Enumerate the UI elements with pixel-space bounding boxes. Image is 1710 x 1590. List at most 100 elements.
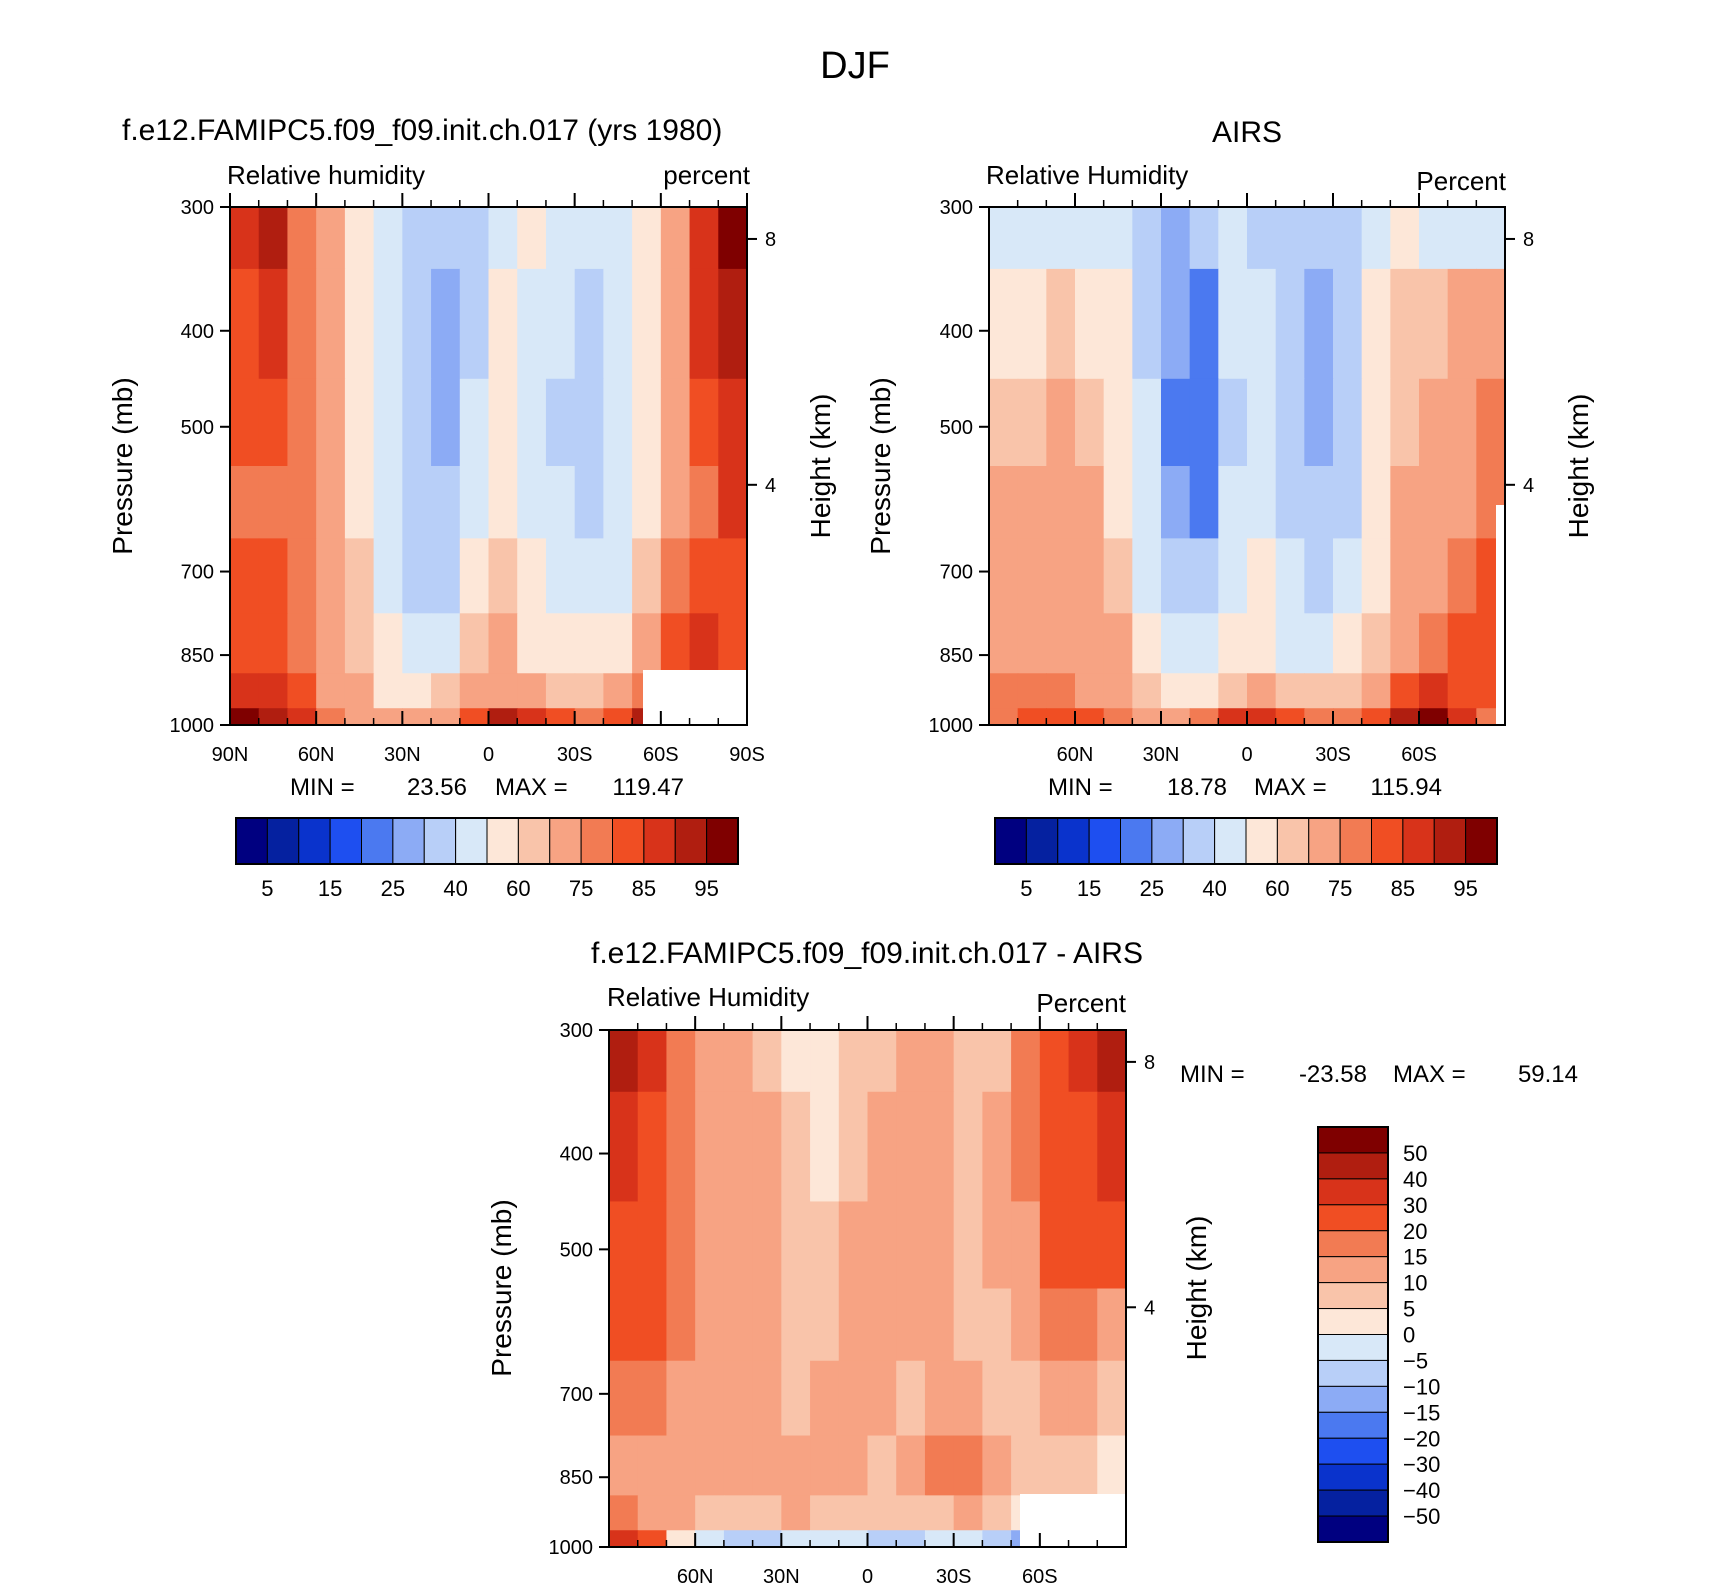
heatmap-cell: [488, 673, 518, 709]
heatmap-cell: [344, 466, 375, 539]
heatmap-cell: [752, 1435, 782, 1496]
heatmap-cell: [1247, 378, 1277, 467]
heatmap-cell: [1247, 538, 1277, 614]
heatmap-cell: [431, 613, 461, 674]
heatmap-cell: [1103, 673, 1133, 709]
heatmap-cell: [287, 613, 317, 674]
heatmap-cell: [574, 538, 604, 614]
panel-model-x-axis: 90N 60N 30N 0 30S 60S 90S: [212, 193, 765, 766]
panel-diff-heatmap: [609, 1030, 1127, 1548]
heatmap-cell: [810, 1288, 840, 1362]
heatmap-cell: [1075, 538, 1105, 614]
x-tick-label: 90N: [212, 744, 249, 766]
heatmap-cell: [1132, 466, 1162, 539]
colorbar-swatch: [674, 817, 708, 865]
heatmap-cell: [632, 613, 662, 674]
heatmap-cell: [637, 1091, 668, 1203]
heatmap-cell: [1189, 378, 1219, 467]
colorbar-swatch: [266, 817, 300, 865]
heatmap-cell: [1046, 466, 1076, 539]
x-tick-label: 0: [483, 744, 494, 766]
heatmap-cell: [1304, 378, 1334, 467]
x-tick-label: 0: [862, 1566, 873, 1588]
heatmap-cell: [517, 378, 547, 467]
x-tick-label: 30S: [557, 744, 593, 766]
heatmap-cell: [953, 1530, 983, 1548]
heatmap-cell: [1333, 673, 1363, 709]
heatmap-cell: [1361, 538, 1391, 614]
heatmap-cell: [402, 538, 432, 614]
heatmap-cell: [989, 268, 1019, 380]
heatmap-cell: [402, 466, 432, 539]
heatmap-cell: [982, 1530, 1012, 1548]
y-tick-label: 850: [940, 645, 973, 667]
heatmap-cell: [838, 1435, 869, 1496]
heatmap-cell: [689, 378, 719, 467]
panel-diff: f.e12.FAMIPC5.f09_f09.init.ch.017 - AIRS…: [486, 937, 1578, 1588]
colorbar-swatch: [1317, 1256, 1389, 1284]
heatmap-cell: [810, 1495, 840, 1531]
heatmap-cell: [1447, 673, 1477, 709]
heatmap-cell: [1046, 268, 1076, 380]
heatmap-cell: [1447, 268, 1477, 380]
colorbar-swatch: [1433, 817, 1467, 865]
heatmap-cell: [1011, 1091, 1041, 1203]
heatmap-cell: [695, 1030, 725, 1093]
colorbar-swatch: [643, 817, 676, 865]
heatmap-cell: [609, 1288, 639, 1362]
heatmap-cell: [1304, 673, 1334, 709]
heatmap-cell: [1068, 1030, 1098, 1093]
heatmap-cell: [1011, 1288, 1041, 1362]
heatmap-cell: [1132, 708, 1162, 726]
heatmap-cell: [718, 613, 748, 674]
heatmap-cell: [1189, 466, 1219, 539]
heatmap-cell: [666, 1495, 696, 1531]
colorbar-frame: [994, 817, 1498, 865]
colorbar-swatch: [361, 817, 394, 865]
heatmap-cell: [632, 268, 662, 380]
heatmap-cell: [1390, 613, 1420, 674]
heatmap-cell: [1068, 1201, 1098, 1290]
colorbar-swatch: [1317, 1308, 1389, 1336]
heatmap-cell: [603, 378, 633, 467]
heatmap-cell: [689, 538, 719, 614]
heatmap-cell: [574, 613, 604, 674]
heatmap-cell: [1275, 268, 1305, 380]
heatmap-cell: [752, 1288, 782, 1362]
colorbar-swatch: [612, 817, 645, 865]
heatmap-cell: [459, 207, 490, 270]
heatmap-cell: [545, 708, 576, 726]
y2-tick-label: 4: [1144, 1297, 1155, 1319]
colorbar-label: −15: [1403, 1400, 1440, 1425]
heatmap-cell: [1132, 673, 1162, 709]
panel-obs-y2label: Height (km): [1563, 394, 1594, 539]
heatmap-cell: [896, 1530, 926, 1548]
heatmap-cell: [1075, 207, 1105, 270]
heatmap-cell: [258, 466, 289, 539]
heatmap-cell: [1361, 673, 1391, 709]
x-tick-label: 60N: [1057, 744, 1094, 766]
heatmap-cell: [344, 538, 375, 614]
colorbar-swatch: [549, 817, 582, 865]
heatmap-cell: [431, 378, 461, 467]
panel-diff-y2label: Height (km): [1181, 1216, 1212, 1361]
heatmap-cell: [896, 1288, 926, 1362]
panel-model: f.e12.FAMIPC5.f09_f09.init.ch.017 (yrs 1…: [107, 114, 836, 901]
heatmap-cell: [1218, 613, 1248, 674]
heatmap-cell: [781, 1495, 811, 1531]
heatmap-cell: [810, 1201, 840, 1290]
heatmap-cell: [810, 1530, 840, 1548]
heatmap-cell: [632, 466, 662, 539]
colorbar-swatch: [392, 817, 425, 865]
heatmap-cell: [344, 207, 375, 270]
colorbar-swatch: [1025, 817, 1059, 865]
heatmap-cell: [1218, 268, 1248, 380]
heatmap-cell: [1304, 613, 1334, 674]
colorbar-label: 5: [1020, 876, 1032, 901]
heatmap-cell: [1039, 1360, 1070, 1437]
heatmap-cell: [660, 538, 691, 614]
colorbar-label: −10: [1403, 1374, 1440, 1399]
panel-obs-title: AIRS: [1212, 116, 1282, 149]
colorbar-label: 5: [261, 876, 273, 901]
heatmap-cell: [316, 466, 346, 539]
